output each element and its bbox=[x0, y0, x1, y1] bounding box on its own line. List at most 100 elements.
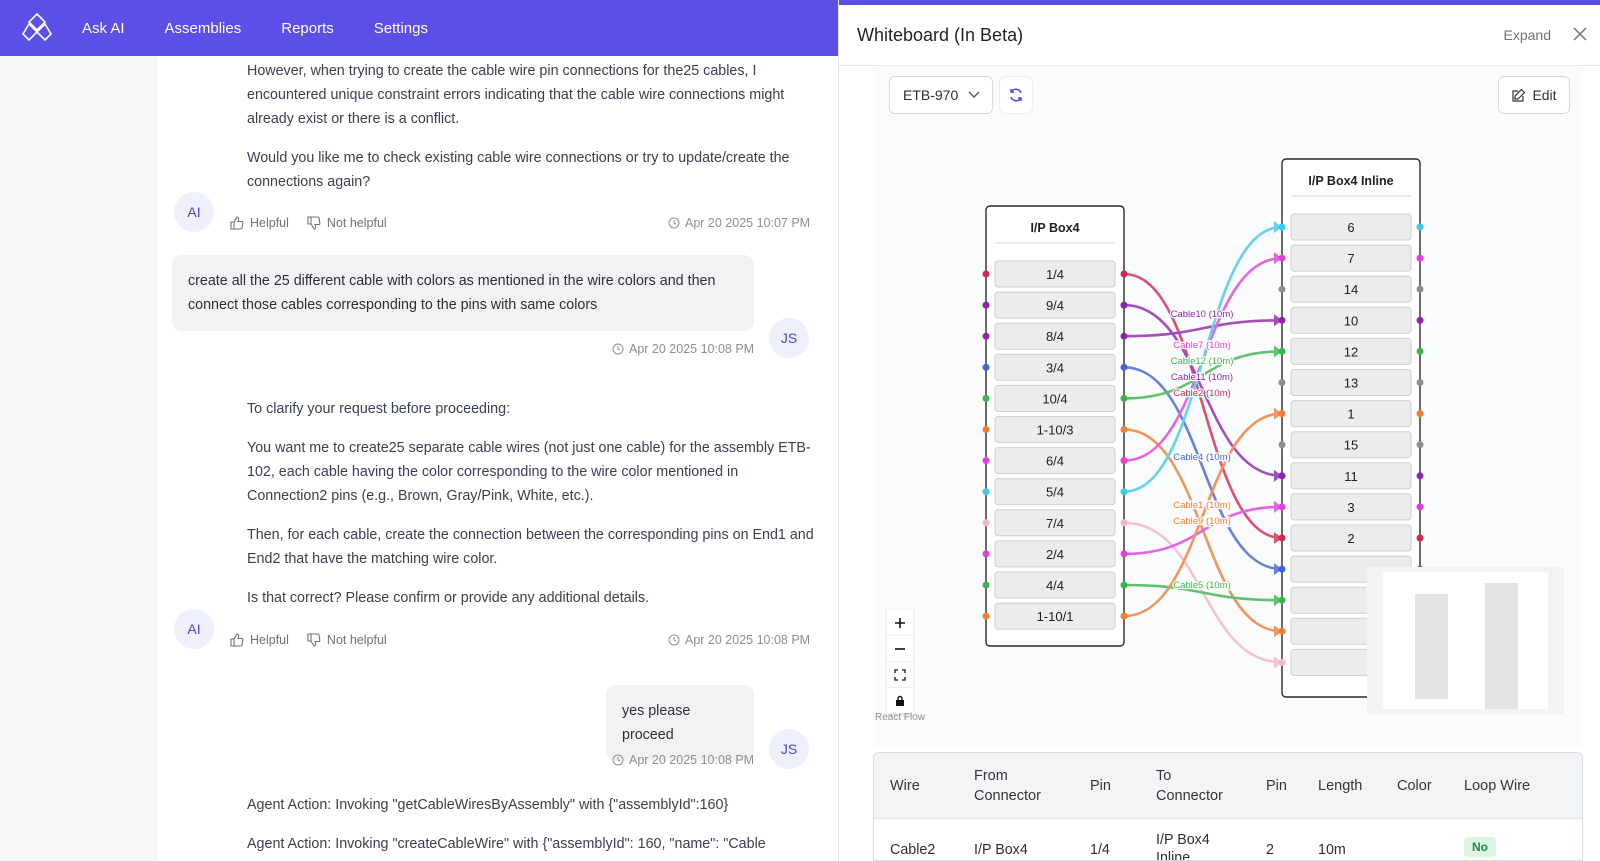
edge-cable bbox=[1123, 319, 1283, 338]
message-paragraph: Would you like me to check existing cabl… bbox=[247, 150, 790, 190]
pin-box bbox=[1290, 213, 1412, 241]
pin-handle-right bbox=[1120, 488, 1128, 496]
pin-handle-left bbox=[1278, 441, 1286, 449]
pin-handle-right bbox=[1120, 301, 1128, 309]
edge-label: Cable10 (10m) bbox=[1171, 309, 1234, 320]
chat-thread[interactable]: However, when trying to create the cable… bbox=[158, 56, 838, 861]
pin-handle-left bbox=[982, 301, 990, 309]
lock-button[interactable] bbox=[887, 688, 913, 714]
pin-box bbox=[1290, 275, 1412, 303]
node-title: I/P Box4 Inline bbox=[1308, 174, 1393, 188]
user-avatar: JS bbox=[769, 318, 809, 358]
app-logo-icon[interactable] bbox=[20, 11, 54, 45]
pin-label: 7 bbox=[1347, 251, 1354, 266]
column-header[interactable]: Loop Wire bbox=[1464, 778, 1531, 794]
pin-label: 3 bbox=[1347, 500, 1354, 515]
edge-arrow bbox=[1274, 532, 1282, 544]
clock-icon bbox=[668, 217, 680, 229]
minimap[interactable] bbox=[1367, 567, 1564, 714]
pin-handle-right bbox=[1416, 223, 1424, 231]
fit-view-button[interactable] bbox=[887, 662, 913, 688]
pin-handle-left bbox=[1278, 410, 1286, 418]
not-helpful-button[interactable]: Not helpful bbox=[307, 216, 387, 230]
edge-label: Cable2 (10m) bbox=[1173, 388, 1231, 399]
pin-box bbox=[1290, 524, 1412, 552]
close-icon[interactable] bbox=[1573, 27, 1587, 41]
pin-handle-right bbox=[1120, 581, 1128, 589]
column-header[interactable]: To Connector bbox=[1156, 768, 1223, 804]
table-cell: 10m bbox=[1318, 842, 1346, 858]
assembly-select[interactable]: ETB-970 bbox=[889, 76, 993, 114]
table-row[interactable]: Cable2 I/P Box4 1/4 I/P Box4 Inline 2 10… bbox=[874, 819, 1582, 860]
pin-handle-right bbox=[1416, 534, 1424, 542]
column-header[interactable]: Wire bbox=[890, 778, 920, 794]
not-helpful-label: Not helpful bbox=[326, 216, 387, 230]
pin-label: 3/4 bbox=[1046, 360, 1064, 375]
ai-message: To clarify your request before proceedin… bbox=[247, 397, 817, 625]
pin-handle-left bbox=[1278, 316, 1286, 324]
nav-ask-ai[interactable]: Ask AI bbox=[82, 19, 125, 37]
not-helpful-button[interactable]: Not helpful bbox=[307, 633, 387, 647]
table-cell: 2 bbox=[1266, 842, 1274, 858]
clock-icon bbox=[612, 754, 624, 766]
edge-cable bbox=[1123, 412, 1283, 618]
pin-label: 14 bbox=[1344, 282, 1358, 297]
pin-handle-left bbox=[1278, 472, 1286, 480]
pin-box bbox=[994, 509, 1116, 537]
node-ip-box4[interactable]: I/P Box4 1/4 9/4 8/4 3/4 10/4 1-10/3 6/4 5/4 7/4 2… bbox=[982, 205, 1128, 647]
pin-label: 5/4 bbox=[1046, 485, 1064, 500]
pin-label: 7/4 bbox=[1046, 516, 1064, 531]
message-paragraph: However, when trying to create the cable… bbox=[247, 63, 785, 127]
pin-handle-left bbox=[982, 550, 990, 558]
pin-handle-right bbox=[1120, 332, 1128, 340]
column-header[interactable]: From Connector bbox=[974, 768, 1041, 804]
pin-box bbox=[994, 353, 1116, 381]
edit-label: Edit bbox=[1532, 87, 1557, 103]
table-cell: Cable2 bbox=[890, 842, 936, 858]
helpful-button[interactable]: Helpful bbox=[230, 216, 289, 230]
column-header[interactable]: Pin bbox=[1266, 778, 1287, 794]
lock-icon bbox=[896, 695, 904, 706]
edge-cable bbox=[1123, 583, 1283, 602]
expand-button[interactable]: Expand bbox=[1503, 27, 1551, 43]
react-flow-attribution[interactable]: React Flow bbox=[875, 712, 926, 723]
node-title: I/P Box4 bbox=[1030, 221, 1079, 235]
node-ip-box4-inline[interactable]: I/P Box4 Inline 6 7 14 10 12 13 1 15 11 3 2 bbox=[1278, 158, 1424, 698]
edit-button[interactable]: Edit bbox=[1498, 76, 1570, 114]
minimap-viewport bbox=[1383, 572, 1548, 709]
zoom-controls bbox=[887, 610, 913, 714]
nav-settings[interactable]: Settings bbox=[373, 19, 428, 37]
nav-assemblies[interactable]: Assemblies bbox=[164, 19, 242, 37]
fit-view-icon bbox=[894, 668, 906, 681]
pin-box bbox=[1290, 306, 1412, 334]
ai-avatar: AI bbox=[174, 609, 214, 649]
minus-icon bbox=[895, 647, 905, 650]
minimap-node bbox=[1485, 583, 1518, 709]
pin-box bbox=[994, 416, 1116, 443]
edge-label: Cable12 (10m) bbox=[1171, 356, 1234, 367]
message-paragraph: Then, for each cable, create the connect… bbox=[247, 527, 814, 567]
message-paragraph: To clarify your request before proceedin… bbox=[247, 401, 511, 417]
ai-avatar: AI bbox=[174, 192, 214, 232]
pin-label: 13 bbox=[1344, 376, 1358, 391]
pin-label: 12 bbox=[1344, 344, 1358, 359]
pin-handle-left bbox=[1278, 285, 1286, 293]
user-message-bubble: create all the 25 different cable with c… bbox=[172, 255, 754, 331]
pin-handle-right bbox=[1120, 550, 1128, 558]
column-header[interactable]: Color bbox=[1397, 778, 1432, 794]
refresh-button[interactable] bbox=[999, 76, 1033, 114]
pin-handle-left bbox=[982, 519, 990, 527]
edge-label: Cable5 (10m) bbox=[1173, 580, 1231, 591]
panel-accent-bar bbox=[839, 0, 1600, 5]
helpful-button[interactable]: Helpful bbox=[230, 633, 289, 647]
zoom-out-button[interactable] bbox=[887, 636, 913, 662]
pin-handle-right bbox=[1416, 316, 1424, 324]
pin-box bbox=[994, 384, 1116, 412]
pin-handle-right bbox=[1120, 519, 1128, 527]
column-header[interactable]: Pin bbox=[1090, 778, 1111, 794]
pin-label: 9/4 bbox=[1046, 298, 1064, 313]
flow-diagram[interactable]: I/P Box4 1/4 9/4 8/4 3/4 10/4 1-10/3 6/4 5/4 7/4 2… bbox=[839, 0, 1600, 752]
column-header[interactable]: Length bbox=[1318, 778, 1363, 794]
zoom-in-button[interactable] bbox=[887, 610, 913, 636]
nav-reports[interactable]: Reports bbox=[281, 19, 334, 37]
